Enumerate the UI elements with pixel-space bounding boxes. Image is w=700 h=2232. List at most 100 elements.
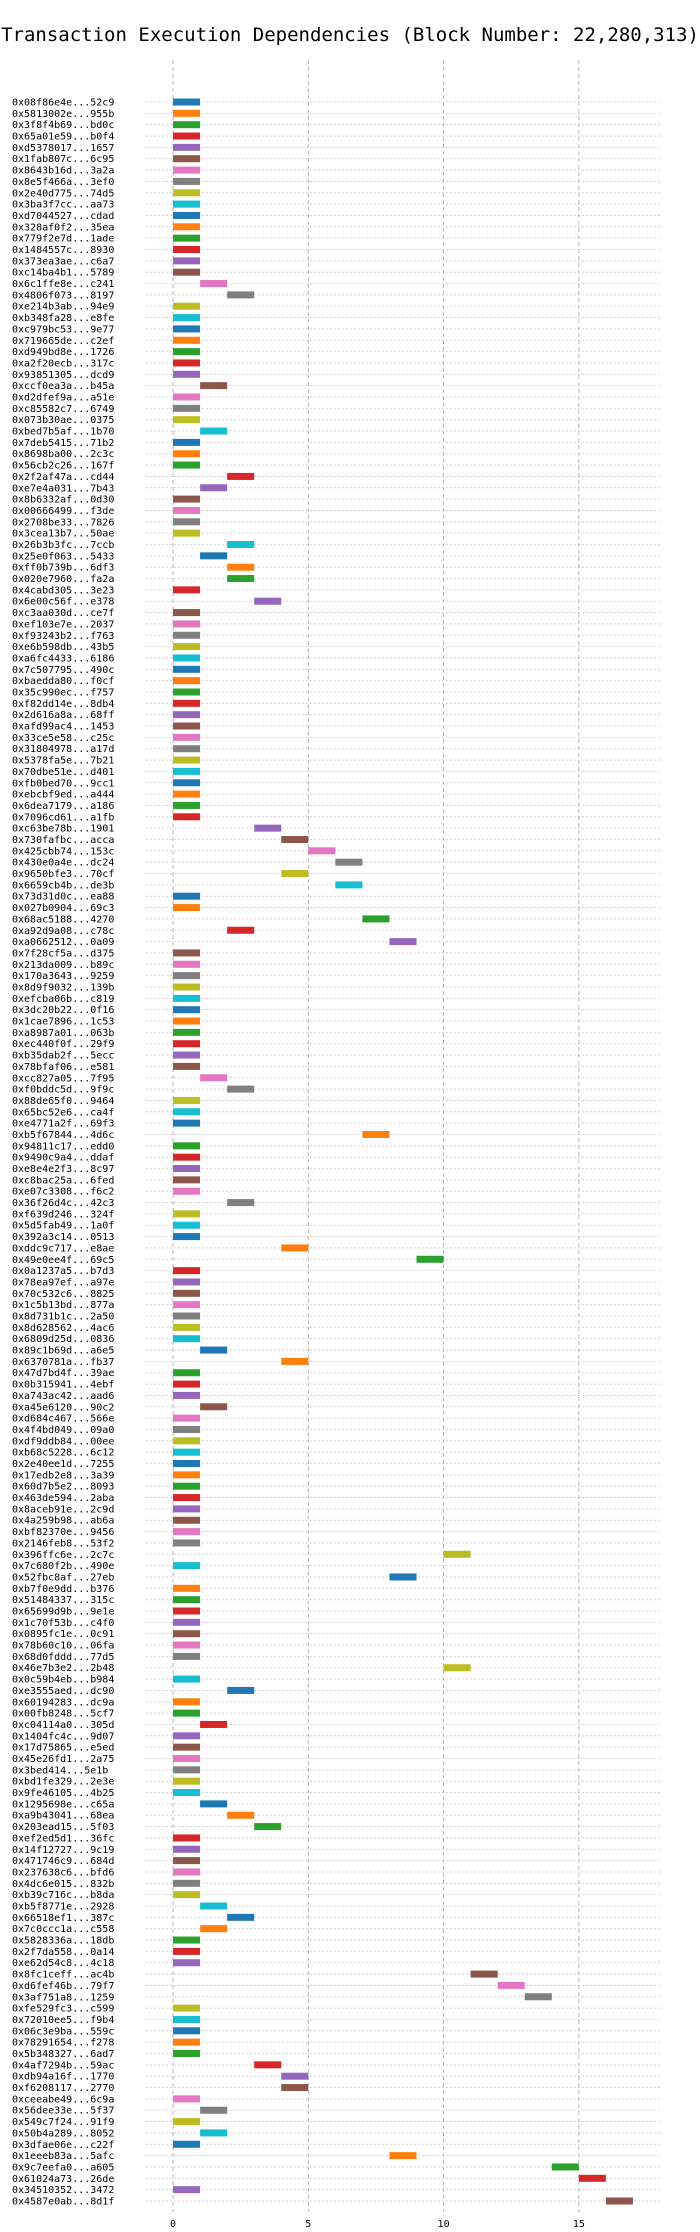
y-tick-label: 0xd7044527...cdad [12,211,114,222]
y-tick-label: 0x463de594...2aba [12,1493,114,1504]
transaction-bar [173,2015,201,2023]
transaction-bar [200,1403,228,1411]
y-tick-label: 0x5828336a...18db [12,1936,114,1947]
y-tick-label: 0x7c507795...490c [12,665,114,676]
transaction-bar [173,359,201,367]
y-tick-label: 0x328af0f2...35ea [12,222,114,233]
y-tick-label: 0x70c532c6...8825 [12,1289,114,1300]
transaction-bar [173,1301,201,1309]
y-tick-label: 0xec440f0f...29f9 [12,1039,114,1050]
y-tick-label: 0x3bed414...5e1b [12,1765,108,1776]
y-tick-label: 0x6c1ffe8e...c241 [12,279,114,290]
y-tick-label: 0x56dee33e...5f37 [12,2106,114,2117]
y-tick-labels: 0x08f86e4e...52c90x5813002e...955b0x3f8f… [12,98,114,2208]
transaction-bar [200,1800,228,1808]
y-tick-label: 0xbd1fe329...2e3e [12,1777,114,1788]
transaction-bar [173,506,201,514]
transaction-bar [173,1652,201,1660]
y-tick-label: 0x34510352...3472 [12,2185,114,2196]
transaction-bar [173,1096,201,1104]
transaction-bar [605,2197,633,2205]
transaction-bar [173,1789,201,1797]
y-tick-label: 0x3af751a8...1259 [12,1992,114,2003]
transaction-bar [281,835,309,843]
transaction-bar [173,155,201,163]
y-tick-label: 0x14f12727...9c19 [12,1845,114,1856]
transaction-bar [173,620,201,628]
transaction-bar [173,1267,201,1275]
y-tick-label: 0xb7f0e9dd...b376 [12,1584,114,1595]
y-tick-label: 0xdb94a16f...1770 [12,2072,114,2083]
y-tick-label: 0x89c1b69d...a6e5 [12,1346,114,1357]
transaction-bar [173,416,201,424]
transaction-bar [173,813,201,821]
transaction-bar [173,745,201,753]
transaction-bar [173,711,201,719]
transaction-bar [173,1448,201,1456]
transaction-bar [281,2072,309,2080]
transaction-bar [173,143,201,151]
transaction-bar [173,631,201,639]
y-tick-label: 0xd2dfef9a...a51e [12,392,114,403]
transaction-bar [173,1675,201,1683]
y-tick-label: 0x1484557c...8930 [12,245,114,256]
y-tick-label: 0x8d731b1c...2a50 [12,1312,114,1323]
y-tick-label: 0xef103e7e...2037 [12,619,114,630]
y-tick-label: 0xb5f67844...4d6c [12,1130,114,1141]
y-tick-label: 0x4cabd305...3e23 [12,585,114,596]
transaction-bar [173,1777,201,1785]
transaction-bar [173,1391,201,1399]
transaction-bar [173,314,201,322]
transaction-bar [173,892,201,900]
y-tick-label: 0x9490c9a4...ddaf [12,1153,114,1164]
transaction-bar [200,2129,228,2137]
y-tick-label: 0x94811c17...edd0 [12,1141,114,1152]
transaction-bar [173,1947,201,1955]
transaction-bar [173,336,201,344]
transaction-bar [254,824,282,832]
transaction-bar [173,949,201,957]
transaction-bar [173,1017,201,1025]
transaction-bar [254,2061,282,2069]
transaction-bar [200,484,228,492]
y-tick-label: 0x730fafbc...acca [12,835,114,846]
y-tick-label: 0xceeabe49...6c9a [12,2094,114,2105]
y-tick-label: 0x25e0f063...5433 [12,551,114,562]
transaction-bar [281,2084,309,2092]
y-tick-label: 0x392a3c14...0513 [12,1232,114,1243]
y-tick-label: 0xd5378017...1657 [12,143,114,154]
y-tick-label: 0x60d7b5e2...8093 [12,1482,114,1493]
y-tick-label: 0xd949bd8e...1726 [12,347,114,358]
transaction-bar [173,801,201,809]
transaction-bar [173,1221,201,1229]
transaction-bar [173,268,201,276]
transaction-bar [173,257,201,265]
y-tick-label: 0xf639d246...324f [12,1209,114,1220]
transaction-bar [173,779,201,787]
transaction-bar [173,972,201,980]
transaction-bar [173,325,201,333]
y-tick-label: 0x78bfaf06...e581 [12,1062,114,1073]
transaction-bar [173,404,201,412]
transaction-bar [173,2027,201,2035]
transaction-bar [173,733,201,741]
transaction-bar [173,688,201,696]
y-tick-label: 0x08f86e4e...52c9 [12,98,114,109]
y-tick-label: 0x6dea7179...a186 [12,801,114,812]
y-tick-label: 0x56cb2c26...167f [12,461,114,472]
transaction-bar [173,1108,201,1116]
transaction-bar [173,1641,201,1649]
y-tick-label: 0x8aceb91e...2c9d [12,1504,114,1515]
transaction-bar [173,2118,201,2126]
transaction-bar [173,994,201,1002]
y-tick-label: 0x78b60c10...06fa [12,1641,114,1652]
y-tick-label: 0x719665de...c2ef [12,336,114,347]
transaction-bar [173,586,201,594]
transaction-bar [173,1698,201,1706]
y-tick-label: 0x50b4a289...8052 [12,2128,114,2139]
y-tick-label: 0x5813002e...955b [12,109,114,120]
transaction-bar [173,643,201,651]
y-tick-label: 0xbf82370e...9456 [12,1527,114,1538]
transaction-bar [173,461,201,469]
transaction-bar [335,881,363,889]
